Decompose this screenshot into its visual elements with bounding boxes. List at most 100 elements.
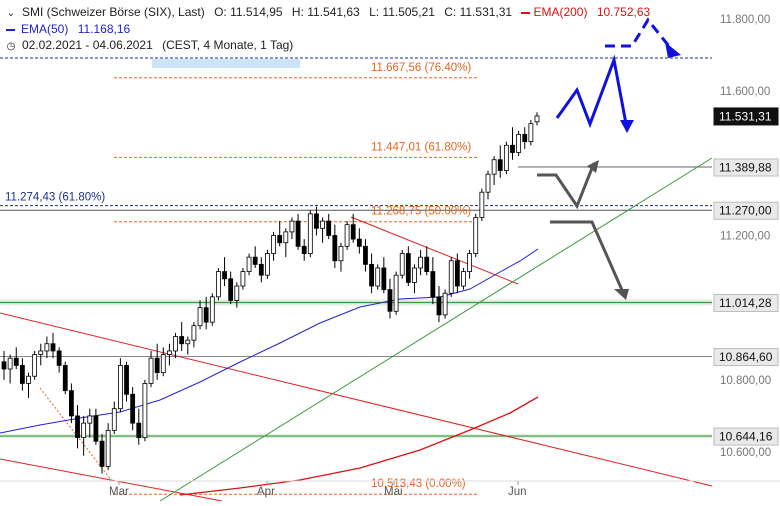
candle-body xyxy=(265,253,270,276)
ema50-line xyxy=(0,248,539,434)
candle-body xyxy=(510,144,515,153)
candle-body xyxy=(167,350,172,355)
candle-body xyxy=(38,350,44,355)
candle-body xyxy=(522,134,528,143)
candle-body xyxy=(252,256,258,265)
candle-body xyxy=(130,393,136,424)
arrowhead-blue xyxy=(620,120,634,133)
candle-body xyxy=(479,191,485,218)
candle-body xyxy=(44,343,50,352)
candle-body xyxy=(56,350,62,366)
candle-body xyxy=(418,256,423,269)
candle-body xyxy=(363,245,368,265)
ema200-line xyxy=(179,396,539,496)
candle-body xyxy=(369,263,374,287)
candle-body xyxy=(203,307,209,323)
fib-left-label: 11.274,43 (61.80%) xyxy=(5,192,105,204)
candle-body xyxy=(197,307,203,327)
candle-body xyxy=(387,289,393,312)
candle-body xyxy=(87,415,93,424)
price-label: 11.531,31 xyxy=(719,109,772,123)
price-label: 10.864,60 xyxy=(719,350,773,364)
candle-body xyxy=(528,123,534,143)
candle-body xyxy=(124,364,129,395)
candle-body xyxy=(283,231,289,244)
high-value: H: 11.541,63 xyxy=(291,5,360,19)
candle-body xyxy=(350,224,356,240)
candle-body xyxy=(99,440,105,467)
legend-row-3: ◷ 02.02.2021 - 04.06.2021 (CEST, 4 Monate… xyxy=(6,38,299,52)
candle-body xyxy=(173,336,178,352)
fib-label-2: 11.268,75 (50.00%) xyxy=(371,206,471,218)
candle-body xyxy=(160,354,166,374)
candle-body xyxy=(228,278,234,301)
candle-body xyxy=(412,267,417,283)
candle-body xyxy=(497,159,503,171)
scenario-arrow-blue-dashed xyxy=(605,17,674,51)
y-tick-label: 11.600,00 xyxy=(720,86,770,98)
candle-body xyxy=(491,159,497,175)
candle-body xyxy=(271,235,276,254)
candle-body xyxy=(154,357,160,374)
x-tick-label: Mai xyxy=(384,486,403,498)
candle-body xyxy=(93,415,99,442)
candle-body xyxy=(50,343,56,352)
candle-body xyxy=(356,238,362,247)
candle-body xyxy=(240,271,246,287)
candle-body xyxy=(344,224,350,247)
candle-body xyxy=(516,134,522,153)
candle-body xyxy=(430,271,436,298)
price-label-box xyxy=(713,348,779,367)
fib-label-1: 11.447,01 (61.80%) xyxy=(371,141,471,153)
candle-body xyxy=(448,260,454,294)
price-label: 11.389,88 xyxy=(719,160,772,174)
candle-body xyxy=(13,357,19,366)
price-label-box xyxy=(713,427,779,446)
candle-body xyxy=(118,364,123,410)
candle-body xyxy=(209,296,215,323)
candle-body xyxy=(191,325,197,341)
ema50-swatch xyxy=(6,28,15,31)
candle-body xyxy=(62,364,68,392)
candle-body xyxy=(405,253,411,283)
x-tick-label: Mar xyxy=(109,486,129,498)
candle-body xyxy=(26,375,31,384)
instrument-label: SMI (Schweizer Börse (SIX), Last) xyxy=(22,5,205,19)
candle-body xyxy=(467,253,473,272)
candle-body xyxy=(473,217,479,254)
candle-body xyxy=(399,253,405,276)
candle-body xyxy=(375,267,381,287)
price-label: 10.644,16 xyxy=(719,430,773,444)
candle-body xyxy=(332,235,338,262)
trend-line-red-upper xyxy=(0,312,713,487)
candle-body xyxy=(424,256,430,272)
scenario-arrow-blue xyxy=(555,54,629,130)
candle-body xyxy=(461,271,466,287)
candle-body xyxy=(326,220,332,236)
arrowhead-blue-dashed xyxy=(665,42,681,58)
candle-body xyxy=(179,336,185,345)
candle-body xyxy=(68,390,74,417)
legend-row-2: EMA(50) 11.168,16 xyxy=(6,22,136,36)
trend-line-red-short xyxy=(350,216,519,285)
scenario-arrow-gray-down xyxy=(550,220,624,291)
candle-body xyxy=(148,357,154,384)
candle-body xyxy=(295,220,301,247)
fib-label-0: 11.667,56 (76.40%) xyxy=(371,62,471,74)
candle-body xyxy=(503,144,509,171)
candle-body xyxy=(75,415,80,438)
legend-row-1: ⌄ SMI (Schweizer Börse (SIX), Last) O: 11… xyxy=(6,5,656,19)
candle-body xyxy=(1,361,7,370)
y-tick-label: 11.200,00 xyxy=(720,231,770,243)
candle-body xyxy=(485,173,491,193)
candle-body xyxy=(246,256,252,272)
x-tick-label: Jun xyxy=(508,486,527,498)
chevron-down-icon[interactable]: ⌄ xyxy=(6,8,16,19)
price-label-box xyxy=(713,107,779,126)
candle-body xyxy=(111,408,117,431)
open-value: O: 11.514,95 xyxy=(214,5,283,19)
candle-body xyxy=(436,296,442,316)
clock-icon: ◷ xyxy=(6,41,16,52)
scenario-arrow-gray-up xyxy=(537,162,596,210)
